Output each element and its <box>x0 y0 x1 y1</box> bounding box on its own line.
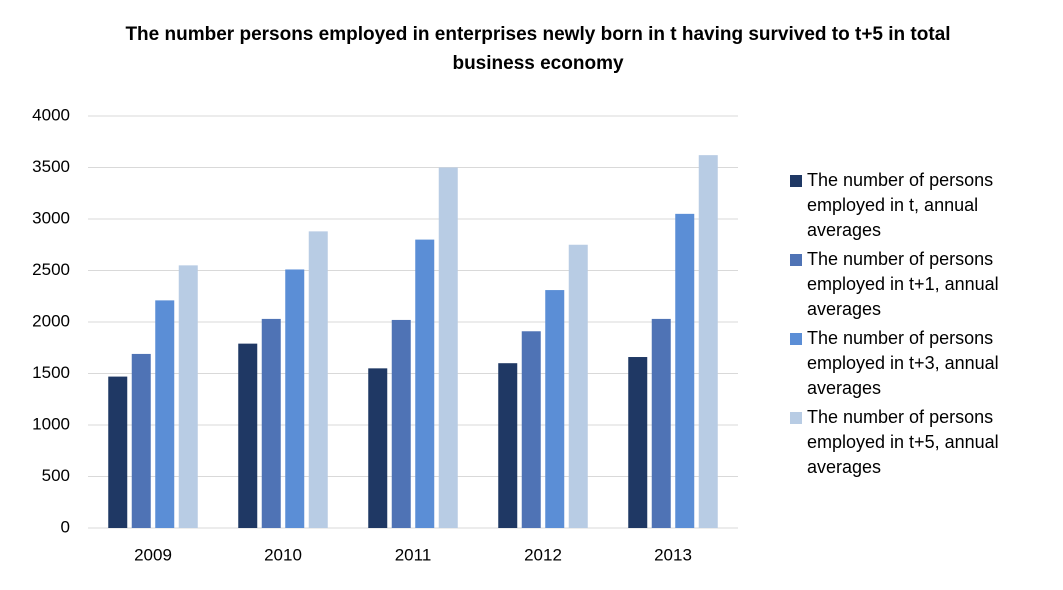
bar <box>545 290 565 528</box>
bar <box>155 300 175 528</box>
bar <box>628 357 648 528</box>
legend-swatch <box>790 254 802 266</box>
bar <box>568 244 588 528</box>
legend-item: The number of persons employed in t, ann… <box>790 168 1030 247</box>
y-tick-label: 2000 <box>32 311 70 330</box>
bar <box>675 213 695 528</box>
y-tick-label: 3500 <box>32 157 70 176</box>
legend-swatch <box>790 333 802 345</box>
x-tick-label: 2013 <box>654 545 692 564</box>
bar <box>308 231 328 529</box>
y-tick-label: 0 <box>61 517 70 536</box>
y-tick-label: 1500 <box>32 363 70 382</box>
x-tick-label: 2010 <box>264 545 302 564</box>
bar <box>261 318 281 528</box>
legend-swatch <box>790 175 802 187</box>
bar <box>498 363 518 528</box>
bar <box>368 368 388 528</box>
bar <box>698 155 718 528</box>
legend: The number of persons employed in t, ann… <box>790 168 1030 484</box>
bar <box>415 239 435 528</box>
bar <box>238 343 258 528</box>
x-tick-label: 2012 <box>524 545 562 564</box>
legend-item: The number of persons employed in t+3, a… <box>790 326 1030 405</box>
legend-label: The number of persons employed in t+1, a… <box>807 249 999 319</box>
y-tick-label: 500 <box>42 466 70 485</box>
legend-label: The number of persons employed in t, ann… <box>807 170 994 240</box>
y-tick-label: 4000 <box>32 105 70 124</box>
x-tick-label: 2009 <box>134 545 172 564</box>
bar <box>108 376 128 528</box>
bar <box>131 353 151 528</box>
legend-label: The number of persons employed in t+3, a… <box>807 328 999 398</box>
legend-label: The number of persons employed in t+5, a… <box>807 407 999 477</box>
bar <box>521 331 541 528</box>
bar <box>438 167 458 528</box>
bar <box>285 269 305 528</box>
y-tick-label: 3000 <box>32 208 70 227</box>
legend-item: The number of persons employed in t+1, a… <box>790 247 1030 326</box>
x-tick-label: 2011 <box>395 545 432 564</box>
bar <box>651 318 671 528</box>
bar <box>391 319 411 528</box>
chart-title: The number persons employed in enterpris… <box>125 24 951 74</box>
y-tick-label: 1000 <box>32 414 70 433</box>
y-tick-label: 2500 <box>32 260 70 279</box>
bar <box>178 265 198 528</box>
legend-item: The number of persons employed in t+5, a… <box>790 405 1030 484</box>
legend-swatch <box>790 412 802 424</box>
